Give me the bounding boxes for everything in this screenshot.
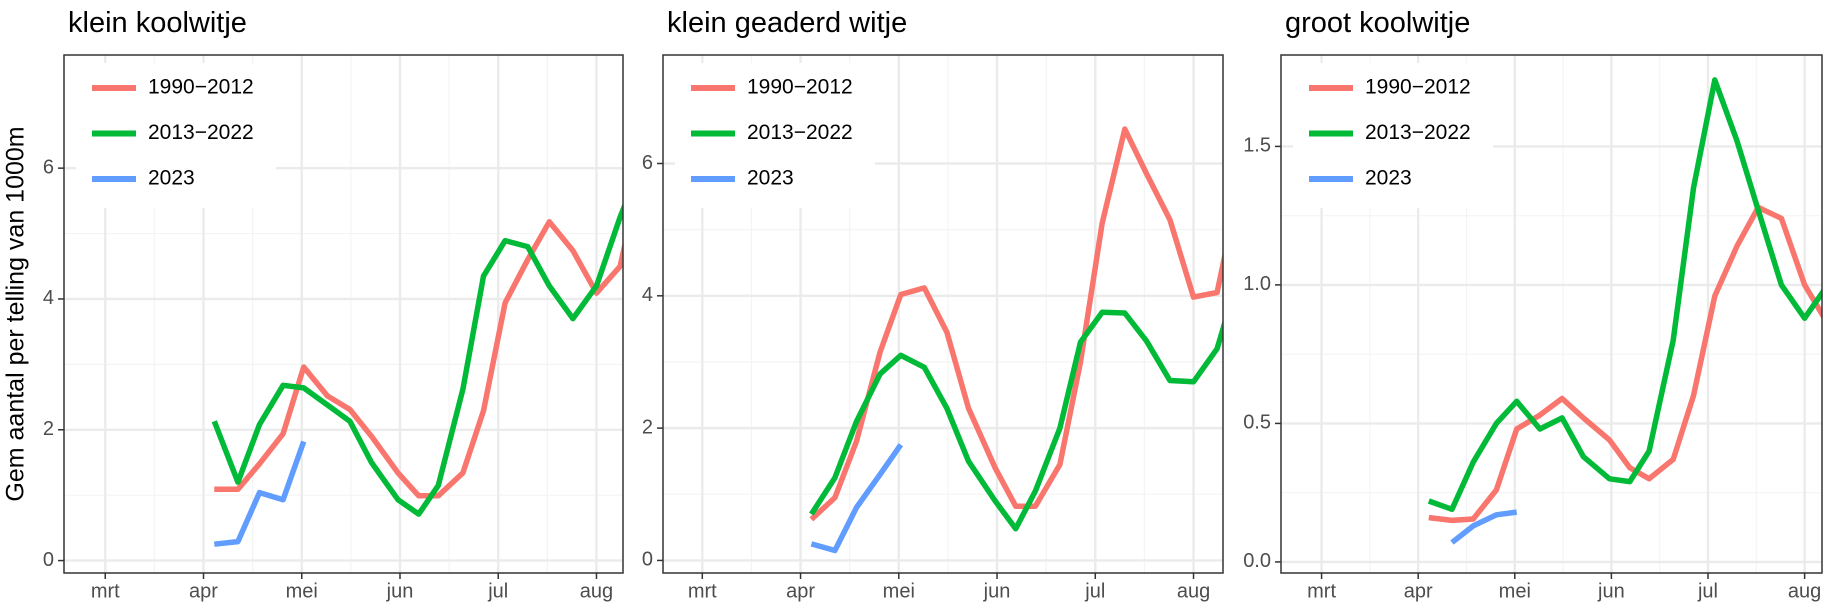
- x-tick-label: jul: [1697, 580, 1718, 602]
- x-tick-label: jul: [1084, 580, 1105, 602]
- legend-label: 2013−2022: [1365, 121, 1471, 144]
- x-tick-label: jul: [487, 580, 508, 602]
- chart-title: groot koolwitje: [1285, 7, 1470, 39]
- y-tick-label: 1.0: [1243, 273, 1271, 295]
- legend-label: 1990−2012: [747, 76, 853, 99]
- legend-label: 2023: [1365, 167, 1412, 190]
- x-tick-label: aug: [1177, 580, 1210, 602]
- y-tick-label: 2: [642, 416, 653, 438]
- panel-border: [662, 54, 1224, 574]
- y-tick-label: 6: [43, 156, 54, 178]
- panel-border: [63, 54, 624, 574]
- y-axis-label: Gem aantal per telling van 1000m: [2, 126, 30, 501]
- panel: 0 2 4 6 mrt apr mei jun jul aug 1990−2012 2013−2022…: [642, 7, 1224, 602]
- lines: [809, 126, 1223, 554]
- y-tick-label: 0.0: [1243, 550, 1271, 572]
- x-tick-label: apr: [1404, 580, 1433, 602]
- x-tick-label: jun: [1597, 580, 1625, 602]
- x-tick-label: jun: [983, 580, 1011, 602]
- x-tick-label: mrt: [688, 580, 717, 602]
- panel-border: [1280, 54, 1823, 574]
- panel: 0.0 0.5 1.0 1.5 mrt apr mei jun jul aug 1990−2012 2…: [1243, 7, 1823, 602]
- y-tick-label: 6: [642, 152, 653, 174]
- series-line: [810, 443, 904, 554]
- y-tick-label: 0: [43, 549, 54, 571]
- legend-label: 2023: [148, 167, 195, 190]
- series-line: [1450, 509, 1518, 545]
- chart-title: klein koolwitje: [68, 7, 247, 39]
- series-line: [211, 202, 623, 517]
- y-tick-label: 4: [642, 284, 653, 306]
- y-tick-label: 2: [43, 418, 54, 440]
- legend-label: 2013−2022: [148, 121, 254, 144]
- x-tick-label: aug: [580, 580, 613, 602]
- x-tick-label: mrt: [1307, 580, 1336, 602]
- x-tick-label: mei: [286, 580, 318, 602]
- legend-label: 2023: [747, 167, 794, 190]
- series-line: [213, 440, 307, 547]
- y-tick-label: 0: [642, 549, 653, 571]
- chart-title: klein geaderd witje: [667, 7, 907, 39]
- legend-label: 1990−2012: [148, 76, 254, 99]
- series-line: [809, 309, 1223, 532]
- lines: [211, 202, 623, 547]
- y-tick-label: 4: [43, 287, 54, 309]
- x-tick-label: mei: [1499, 580, 1531, 602]
- x-tick-label: apr: [786, 580, 815, 602]
- x-tick-label: mei: [883, 580, 915, 602]
- series-line: [1427, 77, 1822, 513]
- x-tick-label: apr: [189, 580, 218, 602]
- legend-label: 1990−2012: [1365, 76, 1471, 99]
- y-tick-label: 1.5: [1243, 135, 1271, 157]
- x-tick-label: aug: [1788, 580, 1821, 602]
- x-tick-label: jun: [386, 580, 414, 602]
- legend-label: 2013−2022: [747, 121, 853, 144]
- panel: 0 2 4 6 mrt apr mei jun jul aug 1990−2012 2013−2022…: [2, 7, 624, 602]
- y-tick-label: 0.5: [1243, 412, 1271, 434]
- lines: [1427, 77, 1822, 545]
- x-tick-label: mrt: [91, 580, 120, 602]
